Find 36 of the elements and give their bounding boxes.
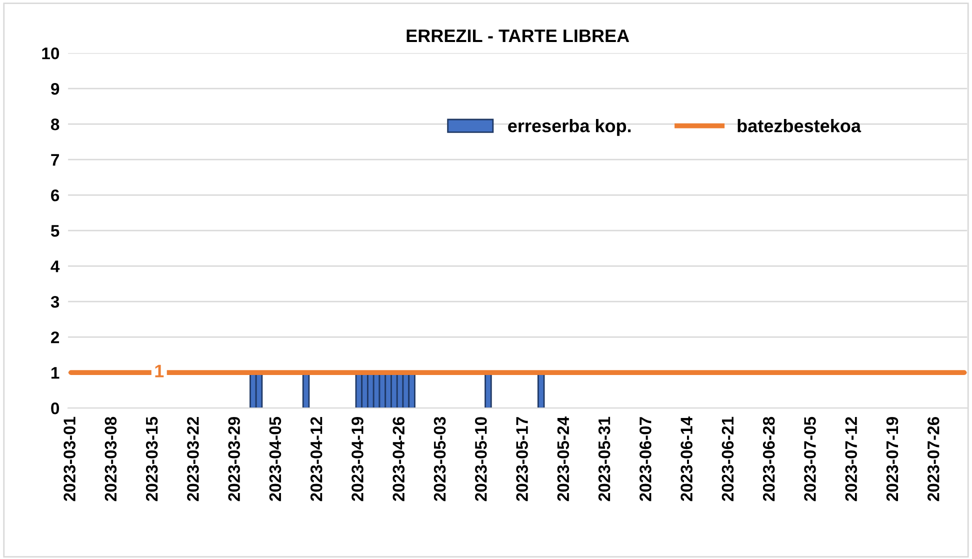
x-tick-label: 2023-07-12 <box>845 417 858 502</box>
x-tick-label: 2023-05-31 <box>598 416 610 502</box>
x-tick-label: 2023-06-21 <box>722 416 734 502</box>
y-tick-label: 7 <box>51 154 59 166</box>
y-tick-label: 5 <box>50 225 60 237</box>
x-tick-label: 2023-07-05 <box>804 416 816 502</box>
x-tick-label: 2023-06-14 <box>680 416 693 502</box>
legend-label: erreserba kop. <box>508 119 631 136</box>
x-tick-label: 2023-06-28 <box>762 416 775 502</box>
y-tick-label: 3 <box>50 296 60 308</box>
x-tick-label: 2023-04-05 <box>269 416 282 502</box>
x-tick-label: 2023-05-03 <box>434 416 446 502</box>
y-tick-label: 8 <box>50 118 60 130</box>
x-tick-label: 2023-04-12 <box>310 417 322 502</box>
x-tick-label: 2023-05-24 <box>557 416 570 502</box>
y-tick-label: 4 <box>50 260 60 272</box>
x-tick-label: 2023-04-26 <box>392 416 405 502</box>
y-tick-label: 6 <box>51 189 60 202</box>
legend-label: batezbestekoa <box>738 119 862 132</box>
x-tick-label: 2023-03-22 <box>187 417 199 502</box>
x-tick-label: 2023-03-29 <box>228 417 240 502</box>
y-tick-label: 9 <box>51 83 60 95</box>
y-tick-label: 10 <box>42 48 60 60</box>
x-tick-label: 2023-05-10 <box>475 417 487 502</box>
y-tick-label: 1 <box>51 367 60 379</box>
x-tick-label: 2023-04-19 <box>352 417 364 502</box>
chart-title: ERREZIL - TARTE LIBREA <box>406 30 630 42</box>
y-tick-label: 2 <box>51 331 60 344</box>
y-tick-label: 0 <box>51 402 60 414</box>
x-tick-label: 2023-07-26 <box>927 416 940 502</box>
x-tick-label: 2023-03-01 <box>64 416 76 502</box>
x-tick-label: 2023-03-08 <box>104 416 117 502</box>
x-tick-label: 2023-06-07 <box>640 417 652 502</box>
x-tick-label: 2023-07-19 <box>886 417 898 502</box>
x-tick-label: 2023-03-15 <box>146 416 158 502</box>
x-tick-label: 2023-05-17 <box>516 417 528 502</box>
